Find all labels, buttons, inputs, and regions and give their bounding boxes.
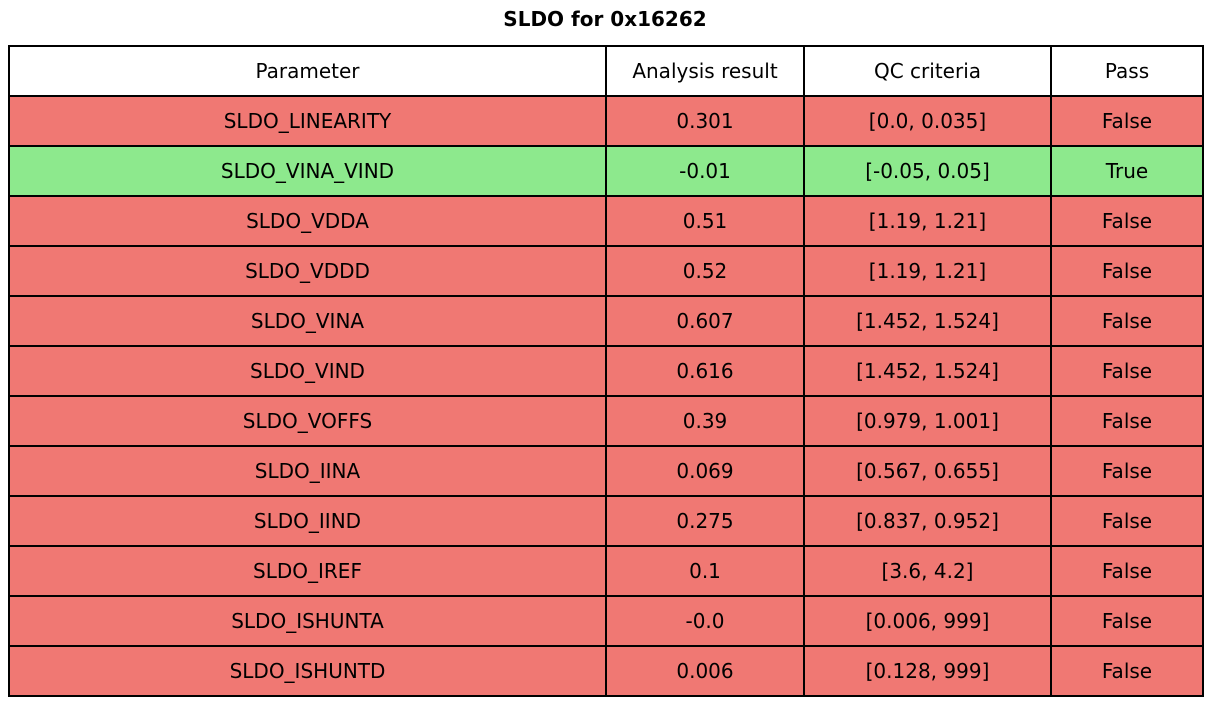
cell-parameter: SLDO_ISHUNTD	[8, 645, 607, 697]
cell-analysis-result: 0.006	[605, 645, 805, 697]
table-row: SLDO_ISHUNTA -0.0 [0.006, 999] False	[8, 595, 1204, 647]
cell-analysis-result: -0.0	[605, 595, 805, 647]
col-header-parameter: Parameter	[8, 45, 607, 97]
table-row: SLDO_IIND 0.275 [0.837, 0.952] False	[8, 495, 1204, 547]
cell-qc-criteria: [0.0, 0.035]	[803, 95, 1052, 147]
cell-analysis-result: 0.1	[605, 545, 805, 597]
cell-qc-criteria: [0.567, 0.655]	[803, 445, 1052, 497]
table-row: SLDO_VINA 0.607 [1.452, 1.524] False	[8, 295, 1204, 347]
cell-pass: False	[1050, 345, 1204, 397]
cell-analysis-result: 0.607	[605, 295, 805, 347]
table-row: SLDO_IREF 0.1 [3.6, 4.2] False	[8, 545, 1204, 597]
cell-qc-criteria: [0.128, 999]	[803, 645, 1052, 697]
cell-qc-criteria: [1.19, 1.21]	[803, 195, 1052, 247]
cell-pass: False	[1050, 295, 1204, 347]
cell-parameter: SLDO_ISHUNTA	[8, 595, 607, 647]
cell-parameter: SLDO_IIND	[8, 495, 607, 547]
table-row: SLDO_VDDA 0.51 [1.19, 1.21] False	[8, 195, 1204, 247]
cell-analysis-result: 0.069	[605, 445, 805, 497]
cell-parameter: SLDO_VINA	[8, 295, 607, 347]
cell-analysis-result: -0.01	[605, 145, 805, 197]
cell-pass: True	[1050, 145, 1204, 197]
cell-qc-criteria: [-0.05, 0.05]	[803, 145, 1052, 197]
cell-analysis-result: 0.52	[605, 245, 805, 297]
cell-parameter: SLDO_IREF	[8, 545, 607, 597]
cell-parameter: SLDO_VINA_VIND	[8, 145, 607, 197]
cell-qc-criteria: [0.979, 1.001]	[803, 395, 1052, 447]
cell-qc-criteria: [1.19, 1.21]	[803, 245, 1052, 297]
cell-parameter: SLDO_LINEARITY	[8, 95, 607, 147]
cell-qc-criteria: [0.006, 999]	[803, 595, 1052, 647]
cell-parameter: SLDO_VOFFS	[8, 395, 607, 447]
cell-pass: False	[1050, 195, 1204, 247]
cell-parameter: SLDO_VIND	[8, 345, 607, 397]
col-header-analysis-result: Analysis result	[605, 45, 805, 97]
cell-parameter: SLDO_VDDA	[8, 195, 607, 247]
cell-analysis-result: 0.39	[605, 395, 805, 447]
table-row: SLDO_VIND 0.616 [1.452, 1.524] False	[8, 345, 1204, 397]
cell-qc-criteria: [3.6, 4.2]	[803, 545, 1052, 597]
qc-results-table: Parameter Analysis result QC criteria Pa…	[8, 45, 1204, 697]
cell-pass: False	[1050, 495, 1204, 547]
cell-parameter: SLDO_VDDD	[8, 245, 607, 297]
figure-title: SLDO for 0x16262	[503, 7, 707, 31]
cell-pass: False	[1050, 545, 1204, 597]
table-row: SLDO_ISHUNTD 0.006 [0.128, 999] False	[8, 645, 1204, 697]
cell-qc-criteria: [0.837, 0.952]	[803, 495, 1052, 547]
cell-analysis-result: 0.275	[605, 495, 805, 547]
cell-pass: False	[1050, 245, 1204, 297]
cell-pass: False	[1050, 645, 1204, 697]
table-row: SLDO_VDDD 0.52 [1.19, 1.21] False	[8, 245, 1204, 297]
table-row: SLDO_VINA_VIND -0.01 [-0.05, 0.05] True	[8, 145, 1204, 197]
header-row: Parameter Analysis result QC criteria Pa…	[8, 45, 1204, 97]
cell-qc-criteria: [1.452, 1.524]	[803, 345, 1052, 397]
cell-parameter: SLDO_IINA	[8, 445, 607, 497]
cell-analysis-result: 0.301	[605, 95, 805, 147]
cell-qc-criteria: [1.452, 1.524]	[803, 295, 1052, 347]
col-header-qc-criteria: QC criteria	[803, 45, 1052, 97]
table-row: SLDO_LINEARITY 0.301 [0.0, 0.035] False	[8, 95, 1204, 147]
col-header-pass: Pass	[1050, 45, 1204, 97]
cell-pass: False	[1050, 395, 1204, 447]
cell-pass: False	[1050, 595, 1204, 647]
cell-pass: False	[1050, 445, 1204, 497]
table-row: SLDO_VOFFS 0.39 [0.979, 1.001] False	[8, 395, 1204, 447]
cell-pass: False	[1050, 95, 1204, 147]
table-row: SLDO_IINA 0.069 [0.567, 0.655] False	[8, 445, 1204, 497]
cell-analysis-result: 0.616	[605, 345, 805, 397]
cell-analysis-result: 0.51	[605, 195, 805, 247]
